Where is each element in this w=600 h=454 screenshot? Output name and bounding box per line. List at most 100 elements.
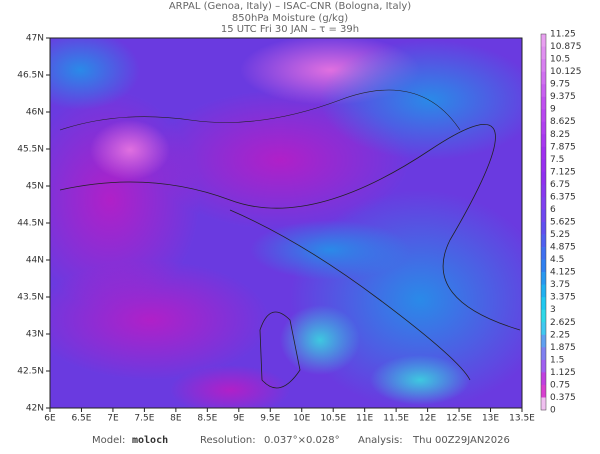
lat-label: 47N <box>26 34 44 44</box>
map-axes: 47N 46.5N 46N 45.5N 45N 44.5N 44N 43.5N 43N 42.5N… <box>17 34 535 424</box>
colorbar-label: 5.625 <box>550 218 576 228</box>
lon-label: 13E <box>482 414 499 424</box>
colorbar-swatch <box>541 259 546 273</box>
map-field <box>50 38 522 408</box>
lon-label: 10.5E <box>320 414 346 424</box>
colorbar-swatch <box>541 146 546 160</box>
colorbar-swatch <box>541 59 546 72</box>
colorbar-label: 6.375 <box>550 192 576 202</box>
lon-label: 6.5E <box>71 414 91 424</box>
header-line: 15 UTC Fri 30 JAN – τ = 39h <box>221 24 359 35</box>
lon-label: 9.5E <box>260 414 280 424</box>
lon-label: 8E <box>170 414 182 424</box>
colorbar-label: 0 <box>550 406 556 416</box>
colorbar-swatch <box>541 247 546 260</box>
colorbar-label: 1.875 <box>550 343 576 353</box>
colorbar-label: 3.375 <box>550 293 576 303</box>
lon-label: 12.5E <box>446 414 472 424</box>
footer-label: Model: <box>92 435 125 446</box>
colorbar-swatch <box>541 222 546 235</box>
lon-label: 12E <box>419 414 436 424</box>
lat-label: 45.5N <box>17 145 44 155</box>
colorbar-label: 6 <box>550 205 556 215</box>
colorbar-label: 10.5 <box>550 55 570 65</box>
colorbar-label: 6.75 <box>550 180 570 190</box>
colorbar-label: 3.75 <box>550 280 570 290</box>
header-line: 850hPa Moisture (g/kg) <box>232 13 348 24</box>
colorbar-label: 2.25 <box>550 330 570 340</box>
lat-label: 44N <box>26 256 44 266</box>
colorbar-label: 7.875 <box>550 142 576 152</box>
lon-label: 13.5E <box>509 414 535 424</box>
colorbar-swatch <box>541 196 546 210</box>
colorbar-swatch <box>541 46 546 60</box>
colorbar-label: 0.375 <box>550 393 576 403</box>
lon-label: 11E <box>356 414 373 424</box>
lon-label: 7.5E <box>134 414 154 424</box>
lat-label: 46N <box>26 108 44 118</box>
lat-label: 44.5N <box>17 219 44 229</box>
colorbar-swatch <box>541 96 546 110</box>
colorbar-swatch <box>541 171 546 185</box>
colorbar-label: 11.25 <box>550 30 576 40</box>
colorbar-label: 2.625 <box>550 318 576 328</box>
colorbar-label: 1.125 <box>550 368 576 378</box>
footer-value: 0.037°×0.028° <box>264 435 340 446</box>
colorbar-swatch <box>541 272 546 285</box>
colorbar-label: 4.5 <box>550 255 564 265</box>
lon-label: 11.5E <box>383 414 409 424</box>
colorbar-swatch <box>541 297 546 311</box>
colorbar-label: 3 <box>550 305 556 315</box>
colorbar-swatch <box>541 134 546 148</box>
colorbar-label: 0.75 <box>550 380 570 390</box>
colorbar-swatch <box>541 347 546 361</box>
colorbar-swatch <box>541 84 546 97</box>
colorbar-swatch <box>541 184 546 198</box>
colorbar-label: 7.5 <box>550 155 564 165</box>
lat-label: 42N <box>26 404 44 414</box>
footer-label: Analysis: <box>358 435 403 446</box>
colorbar-label: 8.625 <box>550 117 576 127</box>
colorbar-swatch <box>541 234 546 248</box>
lon-label: 9E <box>233 414 245 424</box>
colorbar-label: 5.25 <box>550 230 570 240</box>
lat-label: 43N <box>26 330 44 340</box>
lat-label: 42.5N <box>17 367 44 377</box>
colorbar-swatch <box>541 109 546 123</box>
colorbar-label: 4.125 <box>550 268 576 278</box>
colorbar-swatch <box>541 209 546 223</box>
colorbar-swatch <box>541 309 546 323</box>
colorbar-label: 9 <box>550 105 556 115</box>
colorbar-swatch <box>541 384 546 398</box>
colorbar-swatch <box>541 359 546 373</box>
lat-label: 45N <box>26 182 44 192</box>
colorbar-label: 4.875 <box>550 243 576 253</box>
colorbar-swatch <box>541 322 546 336</box>
footer-value: moloch <box>132 435 168 446</box>
colorbar-frame <box>540 33 547 411</box>
header-line: ARPAL (Genoa, Italy) – ISAC-CNR (Bologna… <box>169 1 411 12</box>
footer-label: Resolution: <box>200 435 256 446</box>
colorbar-swatch <box>541 34 546 47</box>
colorbar-swatch <box>541 334 546 348</box>
lat-label: 46.5N <box>17 71 44 81</box>
colorbar-label: 10.875 <box>550 42 582 52</box>
colorbar-label: 9.375 <box>550 92 576 102</box>
colorbar-label: 8.25 <box>550 130 570 140</box>
colorbar-label: 10.125 <box>550 67 582 77</box>
colorbar-swatch <box>541 159 546 173</box>
lon-label: 10E <box>293 414 310 424</box>
lat-label: 43.5N <box>17 293 44 303</box>
lon-label: 7E <box>107 414 119 424</box>
colorbar-label: 9.75 <box>550 80 570 90</box>
colorbar-swatch <box>541 71 546 85</box>
colorbar: 11.25 10.875 10.5 10.125 9.75 9.375 9 8.625 8.25… <box>540 30 582 416</box>
lon-label: 8.5E <box>197 414 217 424</box>
lon-label: 6E <box>44 414 56 424</box>
colorbar-label: 1.5 <box>550 355 564 365</box>
colorbar-swatch <box>541 121 546 135</box>
colorbar-label: 7.125 <box>550 167 576 177</box>
footer-value: Thu 00Z29JAN2026 <box>412 435 510 446</box>
colorbar-swatch <box>541 372 546 386</box>
